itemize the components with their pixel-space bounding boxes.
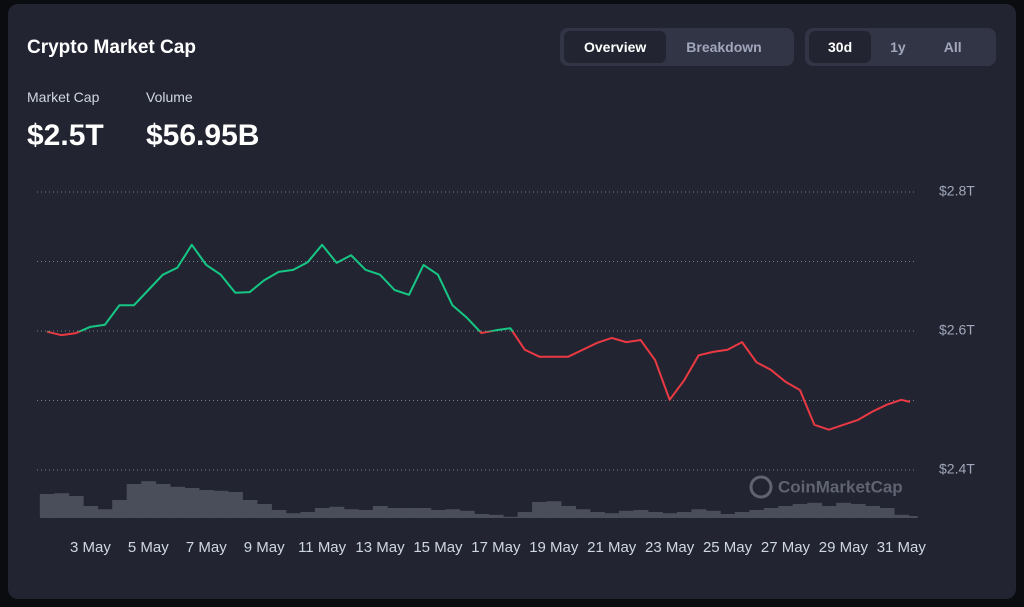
volume-bar [647,512,663,518]
volume-bar [199,490,214,518]
volume-bar [821,506,837,518]
x-tick-label: 23 May [645,539,695,556]
tab-button[interactable]: Overview [564,31,667,63]
x-tick-label: 7 May [186,539,227,556]
volume-bar [112,500,128,518]
tab-button[interactable]: 30d [809,31,872,63]
volume-bar [575,509,591,518]
volume-bar [879,508,895,518]
volume-bar [445,509,461,518]
volume-bar [257,504,272,518]
volume-bar [734,512,750,518]
volume-bar [228,492,243,518]
volume-bar [836,502,852,518]
volume-bar [604,513,620,518]
volume-bar [126,484,142,518]
volume-bar [314,508,330,518]
volume-bar [807,502,823,518]
volume-bar [894,514,910,518]
x-tick-label: 17 May [471,539,521,556]
volume-bar [676,512,692,518]
range-group: 30d 1y All [805,28,996,66]
x-tick-label: 3 May [70,539,111,556]
volume-bar [155,484,171,518]
stat-label: Market Cap [27,89,100,105]
stat-value: $56.95B [146,119,260,152]
volume-bar [662,513,678,518]
volume-bar [778,506,794,518]
x-tick-label: 19 May [529,539,579,556]
volume-bar [503,516,519,518]
tab-button[interactable]: Breakdown [686,39,762,55]
volume-bar [39,494,55,518]
x-tick-label: 25 May [703,539,753,556]
x-tick-label: 5 May [128,539,169,556]
volume-bar [83,506,99,518]
volume-bar [459,510,475,518]
volume-bar [749,510,765,518]
stat-label: Volume [146,89,193,105]
volume-bar [329,506,345,518]
watermark-text: CoinMarketCap [778,477,903,496]
volume-bar [97,509,113,518]
volume-bar [242,500,258,518]
volume-bar [387,508,403,518]
y-tick-label: $2.6T [939,322,975,338]
volume-bar [488,514,504,518]
x-tick-label: 21 May [587,539,637,556]
volume-bar [213,490,229,518]
stat: Market Cap $2.5T [27,89,104,153]
volume-bar [358,510,374,518]
volume-bar [691,509,707,518]
volume-bar [474,514,490,518]
stat: Volume $56.95B [146,89,259,153]
x-tick-label: 11 May [298,539,347,556]
volume-bar [184,488,200,518]
volume-bar [271,510,287,518]
x-tick-label: 31 May [877,539,927,556]
volume-bar [54,493,70,518]
volume-bar [416,508,432,518]
volume-bar [763,508,779,518]
volume-bar [633,510,649,518]
x-tick-label: 9 May [244,539,285,556]
volume-bar [619,510,634,518]
y-tick-label: $2.4T [939,461,975,477]
volume-bar [343,509,359,518]
x-tick-label: 15 May [413,539,463,556]
watermark: CoinMarketCap [749,475,903,499]
volume-bar [141,481,157,518]
volume-bar [850,504,866,518]
tab-group: Overview Breakdown [560,28,794,66]
volume-bar [372,506,388,518]
volume-bar [532,502,548,518]
volume-bar [517,512,533,518]
x-tick-label: 27 May [761,539,811,556]
volume-bar [300,512,316,518]
y-tick-label: $2.8T [939,183,975,199]
watermark-logo [749,475,773,499]
tab-button[interactable]: All [943,39,962,55]
volume-bar [401,508,417,518]
volume-bar [865,506,881,518]
volume-bar [705,510,721,518]
volume-bar [68,496,84,518]
volume-bar [902,516,918,518]
volume-bar [430,510,446,518]
x-tick-label: 29 May [819,539,869,556]
volume-bar [561,506,576,518]
volume-bar [170,486,186,518]
volume-bar [590,512,605,518]
volume-bar [720,514,736,518]
volume-bar [546,501,562,518]
volume-bar [792,504,808,518]
stat-value: $2.5T [27,119,104,152]
title: Crypto Market Cap [27,37,196,58]
volume-bar [285,513,301,518]
tab-button[interactable]: 1y [890,39,906,55]
x-tick-label: 13 May [355,539,405,556]
price-line [46,243,911,431]
